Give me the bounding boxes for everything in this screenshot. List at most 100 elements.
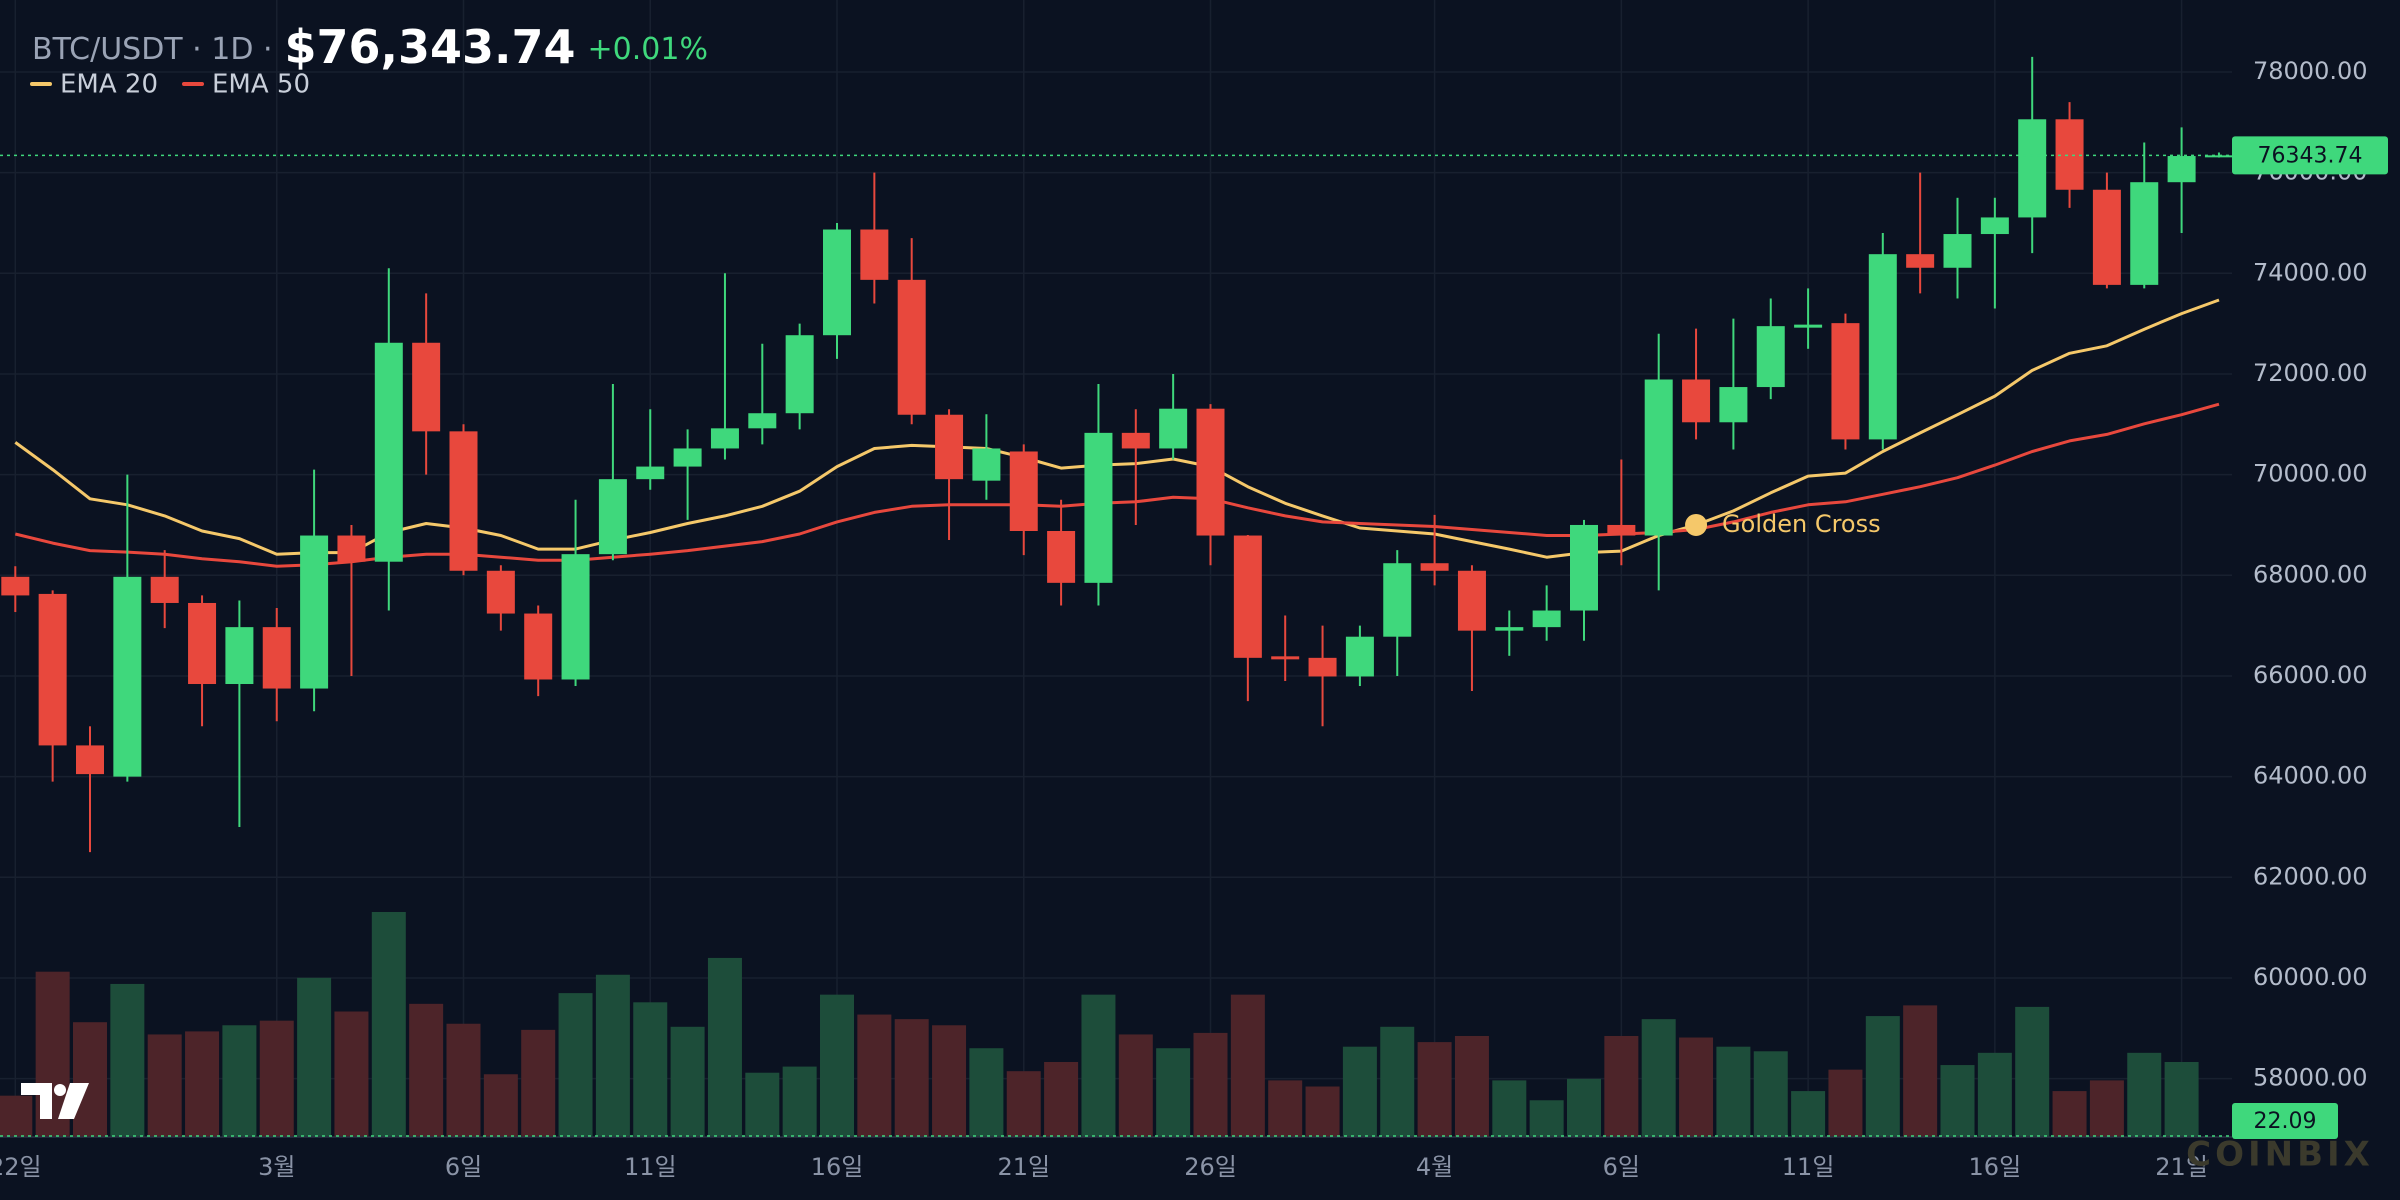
x-tick-label: 6일 [1603, 1153, 1640, 1181]
volume-bar [371, 912, 406, 1137]
volume-bar [1006, 1071, 1041, 1137]
candle-body [150, 576, 179, 603]
volume-bar [1791, 1091, 1826, 1137]
y-tick-label: 60000.00 [2253, 963, 2368, 991]
candle-body [1495, 627, 1524, 631]
volume-bar [558, 993, 593, 1137]
candle-body [225, 627, 254, 685]
candle-body [1196, 408, 1225, 536]
volume-bar [409, 1003, 444, 1137]
volume-bar [932, 1025, 967, 1137]
candle-body [897, 279, 926, 415]
candle-body [337, 535, 366, 562]
candle-body [1607, 524, 1636, 536]
y-tick-label: 58000.00 [2253, 1064, 2368, 1092]
volume-bar [894, 1019, 929, 1137]
candle-body [1719, 387, 1748, 423]
volume-bar [595, 974, 630, 1137]
candle-body [1308, 657, 1337, 677]
volume-bar [745, 1072, 780, 1137]
last-price-box [2232, 136, 2388, 175]
candle-body [972, 448, 1001, 481]
grid [0, 0, 2232, 1137]
x-tick-label: 3월 [258, 1153, 295, 1181]
candle-body [2055, 119, 2084, 190]
volume-bar [1940, 1065, 1975, 1137]
volume-bar [110, 983, 145, 1137]
annotation-label: Golden Cross [1722, 510, 1881, 538]
volume-bar [820, 994, 854, 1137]
candle-body [823, 229, 851, 336]
candle-body [38, 593, 67, 746]
volume-bar [521, 1029, 556, 1137]
x-tick-label: 22일 [0, 1153, 42, 1181]
y-tick-label: 72000.00 [2253, 359, 2368, 387]
volume-bar [1865, 1016, 1900, 1137]
candle-body [1084, 432, 1113, 583]
candle-body [1756, 326, 1785, 388]
last-price: $76,343.74 [285, 20, 576, 74]
candle-body [636, 466, 665, 480]
candle-body [561, 554, 590, 680]
logo-part [54, 1084, 66, 1096]
candle-body [1532, 610, 1561, 628]
candle-body [1831, 323, 1860, 440]
y-tick-label: 68000.00 [2253, 560, 2368, 588]
volume-axis-label: 22.09 [2254, 1109, 2317, 1134]
y-tick-label: 64000.00 [2253, 762, 2368, 790]
y-tick-label: 70000.00 [2253, 460, 2368, 488]
candle-body [1457, 570, 1486, 631]
price-change: +0.01% [588, 32, 708, 67]
overlay: 76343.74 22.09 Golden Cross [0, 136, 2388, 1139]
candle-body [1009, 451, 1038, 532]
legend-label: EMA 20 [60, 70, 158, 100]
volume-bar [2127, 1052, 2162, 1137]
candle-body [1794, 324, 1823, 328]
volume-bar [2164, 1062, 2199, 1137]
candles [1, 56, 2233, 853]
watermark: COINBIX [2186, 1135, 2374, 1175]
candle-body [1121, 432, 1150, 449]
candle-body [374, 342, 403, 562]
volume-bar [446, 1023, 481, 1137]
symbol-title: BTC/USDT · 1D · [32, 32, 273, 67]
candle-body [1, 576, 30, 596]
volume-bar [857, 1014, 892, 1137]
volume-bar [1342, 1046, 1377, 1137]
y-tick-label: 62000.00 [2253, 862, 2368, 890]
volume-bar [1828, 1069, 1863, 1137]
candle-body [1420, 563, 1449, 571]
x-tick-label: 4월 [1416, 1153, 1453, 1181]
annotation-marker [1685, 513, 1708, 536]
candle-body [1682, 379, 1711, 423]
volume-bar [670, 1026, 705, 1137]
y-tick-label: 66000.00 [2253, 661, 2368, 689]
x-tick-label: 16일 [1969, 1153, 2022, 1181]
candle-body [860, 229, 889, 280]
volume-bar [1641, 1019, 1676, 1137]
last-price-axis-label: 76343.74 [2258, 143, 2363, 168]
candle-body [1980, 217, 2009, 235]
candle-body [1644, 379, 1673, 536]
volume-bar [2015, 1006, 2050, 1137]
volume-bar [1081, 994, 1116, 1137]
volume-bar [1268, 1080, 1303, 1137]
candle-body [673, 448, 702, 467]
candle-body [486, 570, 515, 614]
volume-bar [782, 1066, 817, 1137]
volume-bar [2089, 1080, 2124, 1137]
candle-body [412, 342, 441, 432]
candle-body [2018, 119, 2047, 218]
candle-body [2130, 182, 2159, 285]
volume-bar [1193, 1032, 1228, 1137]
header: BTC/USDT · 1D · $76,343.74 +0.01% [32, 20, 708, 74]
volume-bar [1492, 1080, 1527, 1137]
volume-pane [0, 912, 2236, 1137]
volume-bar [1529, 1100, 1564, 1137]
volume-bar [2052, 1091, 2087, 1137]
volume-bar [1753, 1051, 1788, 1137]
candle-body [2204, 155, 2233, 158]
volume-bar [0, 1095, 33, 1137]
